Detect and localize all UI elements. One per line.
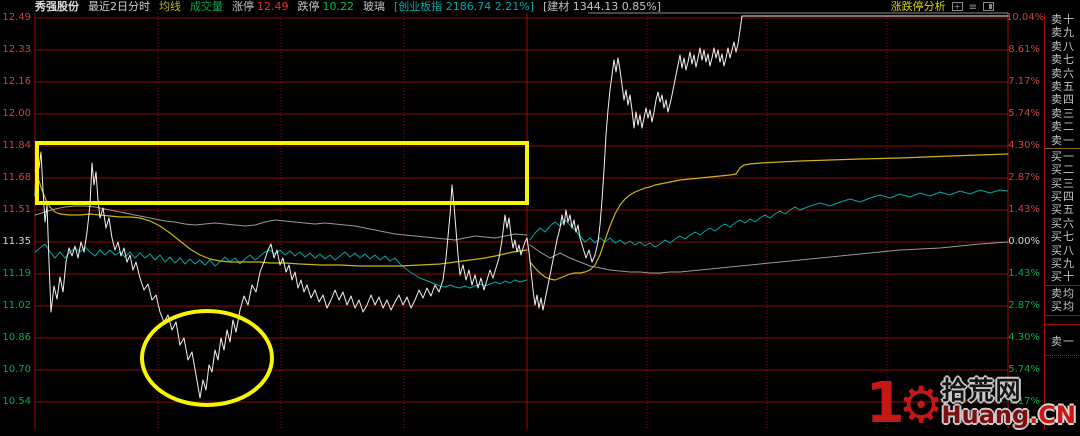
ladder-row-买六: 买六 xyxy=(1051,216,1075,230)
order-ladder: 卖十 卖九 卖八 卖七 卖六 卖五 卖四 卖三 卖二 卖一 买一 买二 买三 买四 买五 买六 买七 买八 买九 买十… xyxy=(1044,13,1080,429)
ladder-row-买五: 买五 xyxy=(1051,203,1075,217)
percent-label: 1.43% xyxy=(1008,268,1040,279)
ladder-separator xyxy=(1045,147,1080,149)
percent-label: 4.30% xyxy=(1008,140,1040,151)
limit-up-pair: 涨停 12.49 xyxy=(232,0,289,13)
ladder-separator xyxy=(1045,314,1080,316)
price-label: 10.70 xyxy=(2,364,31,375)
limit-down-label: 跌停 xyxy=(297,0,320,13)
index-overlay-2[interactable]: [建材 1344.13 0.85%] xyxy=(543,0,662,13)
price-label: 11.84 xyxy=(2,140,31,151)
price-label: 12.00 xyxy=(2,108,31,119)
gear-icon: ⚙ xyxy=(898,376,944,434)
view-mode-label[interactable]: 最近2日分时 xyxy=(88,0,150,13)
ma-toggle[interactable]: 均线 xyxy=(159,0,181,13)
percent-label: 2.87% xyxy=(1008,300,1040,311)
watermark-text-column: 拾荒网 Huang.CN xyxy=(941,376,1076,427)
ladder-row-卖三: 卖三 xyxy=(1051,106,1075,120)
title-bar: 秀强股份 最近2日分时 均线 成交量 涨停 12.49 跌停 10.22 玻璃 … xyxy=(0,0,1080,13)
ladder-row-买均: 买均 xyxy=(1051,300,1075,314)
price-label: 11.35 xyxy=(2,236,31,247)
ladder-row-买八: 买八 xyxy=(1051,243,1075,257)
limit-up-label: 涨停 xyxy=(232,0,254,13)
price-label: 10.54 xyxy=(2,396,31,407)
ladder-gap xyxy=(1045,317,1080,323)
ladder-row-卖一: 卖一 xyxy=(1051,133,1075,147)
site-watermark: 1 ⚙ 拾荒网 Huang.CN xyxy=(865,371,1076,436)
percent-label: 7.17% xyxy=(1008,396,1040,407)
industry-label[interactable]: 玻璃 xyxy=(363,0,385,13)
ladder-row-买七: 买七 xyxy=(1051,230,1075,244)
average-price-line-day2 xyxy=(529,153,1009,281)
stock-name: 秀强股份 xyxy=(35,0,79,13)
market-index-line-day2 xyxy=(529,189,1009,248)
price-label: 12.33 xyxy=(2,44,31,55)
percent-label: 5.74% xyxy=(1008,108,1040,119)
ladder-row-卖二: 卖二 xyxy=(1051,120,1075,134)
split-window-icon[interactable] xyxy=(983,2,994,11)
watermark-number: 1 ⚙ xyxy=(865,371,944,436)
ladder-row-卖均: 卖均 xyxy=(1051,286,1075,300)
ladder-row-买二: 买二 xyxy=(1051,163,1075,177)
ladder-row-卖八: 卖八 xyxy=(1051,39,1075,53)
ladder-row-卖七: 卖七 xyxy=(1051,53,1075,67)
ladder-row-卖一: 卖一 xyxy=(1051,334,1075,348)
percent-label: 2.87% xyxy=(1008,172,1040,183)
ladder-row-买三: 买三 xyxy=(1051,176,1075,190)
percent-label: 0.00% xyxy=(1008,236,1040,247)
ladder-row-买四: 买四 xyxy=(1051,190,1075,204)
limit-up-value: 12.49 xyxy=(257,0,289,13)
ladder-gap xyxy=(1045,326,1080,335)
percent-label: 8.61% xyxy=(1008,44,1040,55)
percent-label: 5.74% xyxy=(1008,364,1040,375)
ladder-row-卖四: 卖四 xyxy=(1051,93,1075,107)
watermark-domain: Huang.CN xyxy=(942,403,1076,427)
limit-analysis-button[interactable]: 涨跌停分析 xyxy=(890,0,946,13)
index-overlay-1[interactable]: [创业板指 2186.74 2.21%] xyxy=(394,0,535,13)
limit-down-value: 10.22 xyxy=(322,0,355,13)
ladder-row-买九: 买九 xyxy=(1051,257,1075,271)
percent-label: 7.17% xyxy=(1008,76,1040,87)
percent-label: 1.43% xyxy=(1008,204,1040,215)
price-label: 11.19 xyxy=(2,268,31,279)
add-panel-icon[interactable]: + xyxy=(951,2,963,11)
price-line xyxy=(34,15,1009,399)
highlight-ellipse-annotation xyxy=(140,309,274,407)
ladder-row-卖六: 卖六 xyxy=(1051,66,1075,80)
limit-down-pair: 跌停 10.22 xyxy=(298,0,355,13)
title-bar-right: 涨跌停分析 + ≡ xyxy=(891,0,994,13)
watermark-one: 1 xyxy=(865,371,905,436)
price-label: 11.68 xyxy=(2,172,31,183)
ladder-row-卖五: 卖五 xyxy=(1051,79,1075,93)
ladder-separator xyxy=(1045,354,1080,356)
highlight-rectangle-annotation xyxy=(35,141,529,205)
sector-index-line-day1 xyxy=(34,205,528,241)
ladder-gap xyxy=(1045,348,1080,354)
ladder-separator xyxy=(1045,284,1080,286)
price-label: 11.51 xyxy=(2,204,31,215)
watermark-site-name: 拾荒网 xyxy=(941,376,1023,405)
price-label: 10.86 xyxy=(2,332,31,343)
sector-index-line-day2 xyxy=(529,241,1009,274)
ladder-row-卖十: 卖十 xyxy=(1051,13,1075,26)
ladder-separator xyxy=(1045,323,1080,325)
market-index-line-day1 xyxy=(34,243,528,289)
watermark-domain-main: Huang xyxy=(941,401,1030,429)
watermark-domain-tld: .CN xyxy=(1029,401,1076,429)
volume-toggle[interactable]: 成交量 xyxy=(190,0,223,13)
ladder-row-买十: 买十 xyxy=(1051,270,1075,284)
menu-icon[interactable]: ≡ xyxy=(968,2,977,13)
percent-label: 10.04% xyxy=(1006,12,1045,23)
percent-label: 4.30% xyxy=(1008,332,1040,343)
average-price-line-day1 xyxy=(34,169,528,267)
ladder-row-买一: 买一 xyxy=(1051,149,1075,163)
ladder-row-卖九: 卖九 xyxy=(1051,26,1075,40)
price-label: 12.49 xyxy=(2,12,31,23)
title-bar-left: 秀强股份 最近2日分时 均线 成交量 涨停 12.49 跌停 10.22 玻璃 … xyxy=(35,0,661,13)
price-label: 12.16 xyxy=(2,76,31,87)
price-label: 11.02 xyxy=(2,300,31,311)
